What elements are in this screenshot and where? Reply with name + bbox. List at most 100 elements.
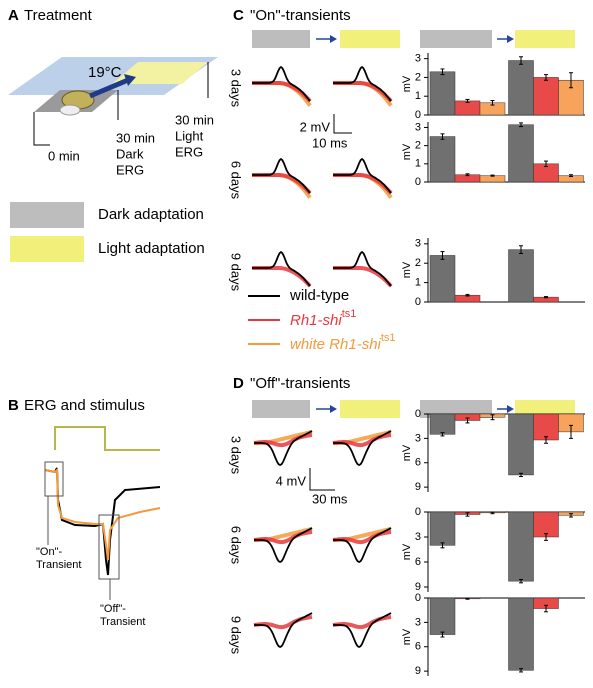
row-label: 9 days — [229, 616, 244, 655]
y-tick-label: 6 — [415, 457, 421, 469]
bar — [429, 136, 456, 183]
condition-boxes — [252, 30, 575, 48]
waveform — [333, 430, 392, 467]
bar — [508, 249, 534, 303]
y-tick-label: 6 — [415, 641, 421, 653]
waveform — [252, 65, 311, 102]
y-tick-label: 6 — [415, 556, 421, 568]
y-tick-label: 9 — [415, 665, 421, 677]
dark-box — [252, 400, 310, 418]
off-box — [98, 514, 120, 580]
light-plate — [112, 62, 208, 84]
light-box — [340, 400, 400, 418]
arrow-head — [330, 35, 337, 43]
light-box — [515, 30, 575, 48]
arrow-head — [507, 405, 514, 413]
bar — [429, 71, 456, 116]
off-label: Transient — [100, 616, 145, 628]
timeline-label: Light — [175, 128, 204, 143]
y-tick-label: 1 — [415, 90, 421, 102]
y-tick-label: 0 — [415, 592, 421, 604]
y-tick-label: 3 — [415, 121, 421, 133]
y-axis-label: mV — [401, 75, 413, 92]
light-box — [340, 30, 400, 48]
panel-letter: A — [8, 7, 19, 24]
row-label: 6 days — [229, 526, 244, 565]
bar — [508, 413, 534, 476]
scale-bar — [309, 468, 335, 491]
scale-label: 10 ms — [312, 135, 348, 150]
timeline-label: 30 min — [175, 112, 214, 127]
y-tick-label: 3 — [415, 616, 421, 628]
timeline-label: ERG — [175, 144, 203, 159]
temperature: 19°C — [88, 64, 122, 81]
y-tick-label: 0 — [415, 109, 421, 121]
light-swatch — [10, 236, 84, 262]
legend-label: wild-type — [289, 287, 349, 304]
y-tick-label: 1 — [415, 158, 421, 170]
arrow-head — [330, 405, 337, 413]
bar — [508, 597, 534, 671]
row-label: 3 days — [229, 436, 244, 475]
y-axis-label: mV — [401, 543, 413, 560]
y-tick-label: 9 — [415, 581, 421, 593]
arrow-head — [507, 35, 514, 43]
waveform — [333, 157, 392, 194]
bar — [429, 511, 456, 546]
scale-label: 2 mV — [300, 119, 331, 134]
arrow — [89, 77, 129, 99]
bar — [429, 597, 456, 635]
on-box — [44, 461, 64, 497]
y-tick-label: 2 — [415, 257, 421, 269]
y-tick-label: 3 — [415, 238, 421, 250]
y-tick-label: 1 — [415, 277, 421, 289]
bar — [533, 77, 559, 116]
y-tick-label: 0 — [415, 296, 421, 308]
bar — [508, 60, 534, 116]
panel-title: Treatment — [24, 7, 93, 24]
legend-name: Rh1-shi — [290, 312, 342, 329]
dark-box — [420, 30, 492, 48]
y-tick-label: 0 — [415, 506, 421, 518]
waveform — [333, 250, 392, 287]
row-label: 6 days — [229, 161, 244, 200]
scale-label: 4 mV — [276, 473, 307, 488]
y-axis-label: mV — [401, 143, 413, 160]
on-label: Transient — [36, 559, 81, 571]
waveform — [254, 430, 313, 467]
legend-label: white Rh1-shits1 — [290, 332, 396, 353]
dark-box — [252, 30, 310, 48]
panel-title: "Off"-transients — [250, 375, 350, 392]
y-tick-label: 9 — [415, 481, 421, 493]
panel-letter: C — [233, 7, 244, 24]
y-axis-label: mV — [401, 261, 413, 278]
panel-letter: B — [8, 397, 19, 414]
scale-label: 30 ms — [312, 491, 348, 506]
legend-superscript: ts1 — [381, 332, 396, 344]
timeline-line — [33, 112, 50, 146]
waveform — [333, 527, 392, 564]
adaptation-label: Light adaptation — [98, 240, 205, 257]
bar — [508, 124, 534, 183]
bar — [454, 100, 481, 116]
y-axis-label: mV — [401, 444, 413, 461]
y-tick-label: 3 — [415, 531, 421, 543]
legend-superscript: ts1 — [342, 308, 357, 320]
fly-wing — [59, 104, 81, 116]
row-label: 3 days — [229, 69, 244, 108]
waveform — [252, 157, 311, 194]
scale-bar — [333, 114, 352, 134]
y-tick-label: 3 — [415, 53, 421, 65]
waveform — [333, 65, 392, 102]
y-tick-label: 3 — [415, 432, 421, 444]
bar — [533, 413, 559, 441]
legend-label: Rh1-shits1 — [290, 308, 356, 329]
bar — [508, 511, 534, 582]
legend-name: white Rh1-shi — [290, 336, 382, 353]
bar — [429, 413, 456, 435]
panel-letter: D — [233, 375, 244, 392]
timeline-label: 30 min — [116, 130, 155, 145]
timeline-label: Dark — [116, 146, 144, 161]
y-axis-label: mV — [401, 628, 413, 645]
